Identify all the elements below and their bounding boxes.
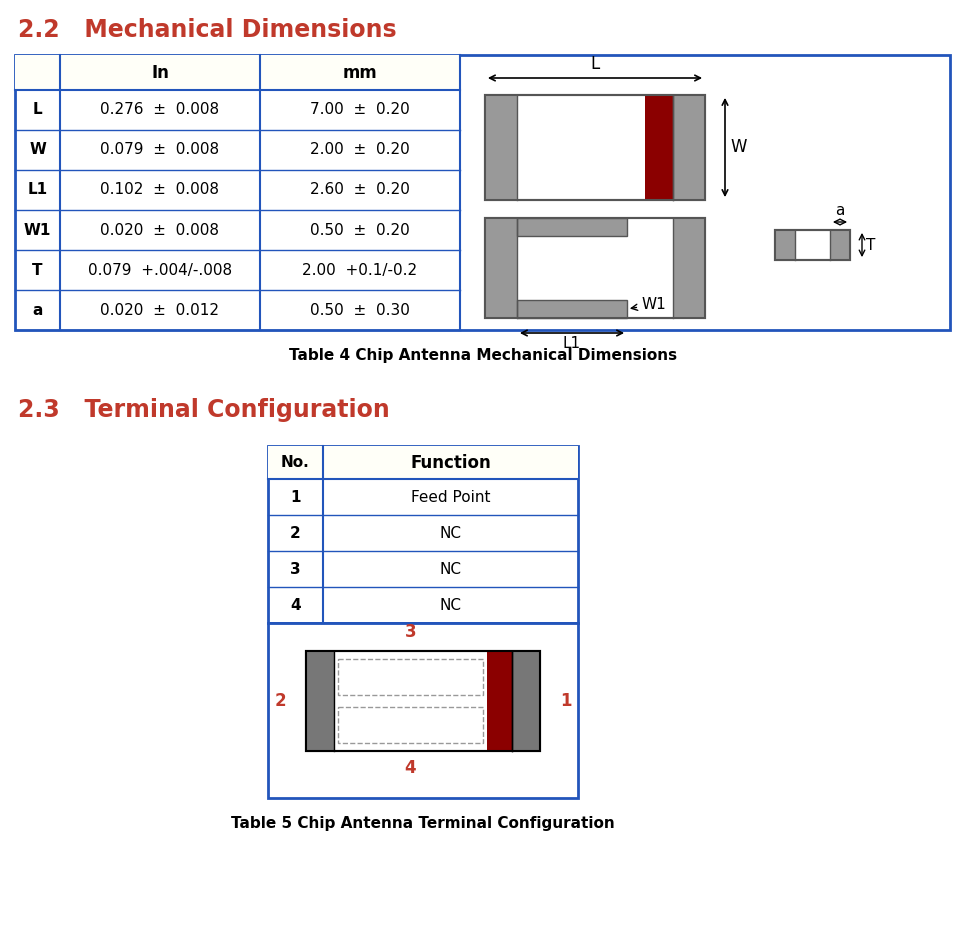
Text: 2.3   Terminal Configuration: 2.3 Terminal Configuration [18,398,389,422]
Text: 4: 4 [290,597,300,613]
Bar [517,218,627,236]
Text: 2.2   Mechanical Dimensions: 2.2 Mechanical Dimensions [18,18,397,42]
Text: L1: L1 [27,182,47,197]
Text: 7.00  ±  0.20: 7.00 ± 0.20 [310,102,410,117]
Text: 1: 1 [290,489,300,504]
Bar [673,218,705,318]
Text: 1: 1 [560,692,572,710]
Text: 2.60  ±  0.20: 2.60 ± 0.20 [310,182,410,197]
Text: 0.50  ±  0.30: 0.50 ± 0.30 [310,302,410,317]
Text: NC: NC [440,562,462,577]
Text: a: a [836,203,844,218]
Bar [268,446,578,479]
Bar [485,95,517,200]
Text: Feed Point: Feed Point [411,489,491,504]
Text: NC: NC [440,597,462,613]
Text: 2: 2 [290,525,300,540]
Text: mm: mm [343,63,378,82]
Bar [268,623,578,798]
Bar [485,218,705,318]
Text: W1: W1 [631,297,667,312]
Text: L: L [33,102,43,117]
Bar [338,659,483,695]
Text: 0.020  ±  0.012: 0.020 ± 0.012 [100,302,219,317]
Text: 3: 3 [290,562,300,577]
Bar [268,446,578,623]
Text: W: W [730,139,747,156]
Text: 0.079  +.004/-.008: 0.079 +.004/-.008 [88,262,232,277]
Bar [830,230,850,260]
Bar [645,95,673,200]
Text: In: In [151,63,169,82]
Bar [485,95,705,200]
Bar [15,55,950,330]
Text: a: a [32,302,43,317]
Text: Table 4 Chip Antenna Mechanical Dimensions: Table 4 Chip Antenna Mechanical Dimensio… [289,348,677,363]
Bar [485,218,517,318]
Text: NC: NC [440,525,462,540]
Text: 2.00  +0.1/-0.2: 2.00 +0.1/-0.2 [302,262,417,277]
Text: 0.276  ±  0.008: 0.276 ± 0.008 [100,102,219,117]
Text: L1: L1 [563,336,582,351]
Bar [775,230,850,260]
Bar [338,707,483,743]
Text: T: T [32,262,43,277]
Bar [775,230,850,260]
Text: L: L [590,55,600,73]
Bar [306,651,334,751]
Text: W: W [29,142,46,157]
Bar [512,651,540,751]
Bar [306,651,540,751]
Bar [775,230,795,260]
Text: 2: 2 [274,692,286,710]
Text: Function: Function [411,454,491,472]
Text: 4: 4 [405,759,416,777]
Text: T: T [866,237,875,253]
Bar [15,55,460,90]
Bar [306,651,540,751]
Text: No.: No. [281,455,310,470]
Text: 3: 3 [405,623,416,641]
Bar [487,651,512,751]
Text: 0.50  ±  0.20: 0.50 ± 0.20 [310,222,410,237]
Text: 0.079  ±  0.008: 0.079 ± 0.008 [100,142,219,157]
Bar [512,651,540,751]
Bar [517,300,627,318]
Text: 0.102  ±  0.008: 0.102 ± 0.008 [100,182,219,197]
Text: 0.020  ±  0.008: 0.020 ± 0.008 [100,222,219,237]
Bar [673,95,705,200]
Bar [673,95,705,200]
Bar [485,95,705,200]
Text: Table 5 Chip Antenna Terminal Configuration: Table 5 Chip Antenna Terminal Configurat… [231,816,615,831]
Text: W1: W1 [24,222,51,237]
Bar [485,218,705,318]
Text: 2.00  ±  0.20: 2.00 ± 0.20 [310,142,410,157]
